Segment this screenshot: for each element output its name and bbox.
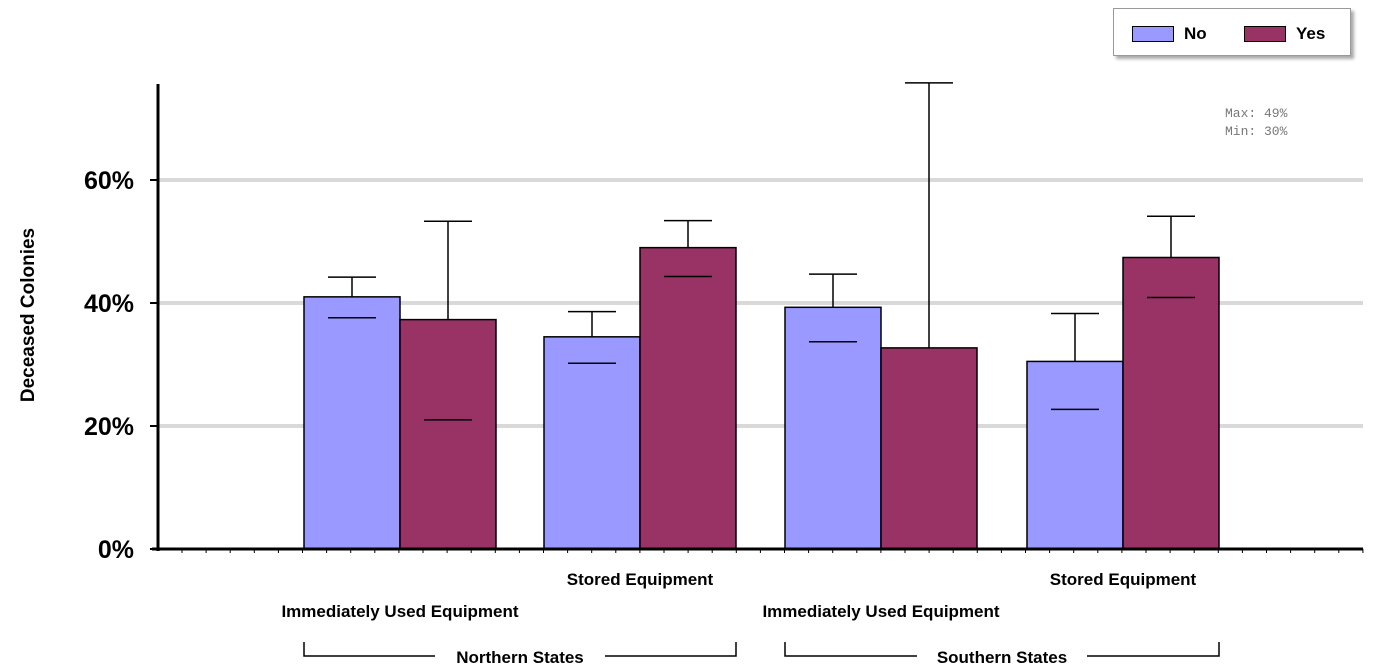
x-category-label: Immediately Used Equipment (281, 602, 518, 621)
bar (1122, 256, 1220, 550)
group-label-bg (435, 644, 605, 666)
group-label: Southern States (937, 648, 1067, 667)
x-category-label: Immediately Used Equipment (762, 602, 999, 621)
y-tick-label: 60% (84, 167, 134, 195)
error-bars (328, 82, 1195, 421)
bars (303, 246, 1220, 550)
bar (543, 336, 641, 550)
x-labels: Immediately Used Equipment Stored Equipme… (281, 570, 1220, 667)
y-tick-label: 40% (84, 290, 134, 318)
legend-label-yes: Yes (1296, 24, 1326, 43)
legend-label-no: No (1184, 24, 1207, 43)
bar (639, 246, 737, 550)
bar (1026, 360, 1124, 550)
x-category-label: Stored Equipment (1050, 570, 1197, 589)
max-annotation: Max: 49% (1225, 106, 1288, 121)
y-tick-label: 0% (98, 536, 134, 564)
y-axis-label: Deceased Colonies (18, 228, 39, 402)
legend-swatch-no (1132, 26, 1174, 42)
group-label-bg (917, 644, 1087, 666)
x-category-label: Stored Equipment (567, 570, 714, 589)
bar (399, 318, 497, 550)
y-ticks: 0% 20% 40% 60% (84, 167, 158, 564)
group-label: Northern States (456, 648, 584, 667)
legend: No Yes (1113, 8, 1351, 56)
bar (880, 347, 978, 550)
y-tick-label: 20% (84, 413, 134, 441)
axes (152, 84, 1364, 553)
bar (303, 296, 401, 550)
legend-swatch-yes (1244, 26, 1286, 42)
bar (784, 306, 882, 550)
legend-item-no: No (1132, 24, 1207, 44)
stats-annotation: Max: 49% Min: 30% (1225, 105, 1287, 141)
min-annotation: Min: 30% (1225, 124, 1288, 139)
legend-item-yes: Yes (1244, 24, 1325, 44)
